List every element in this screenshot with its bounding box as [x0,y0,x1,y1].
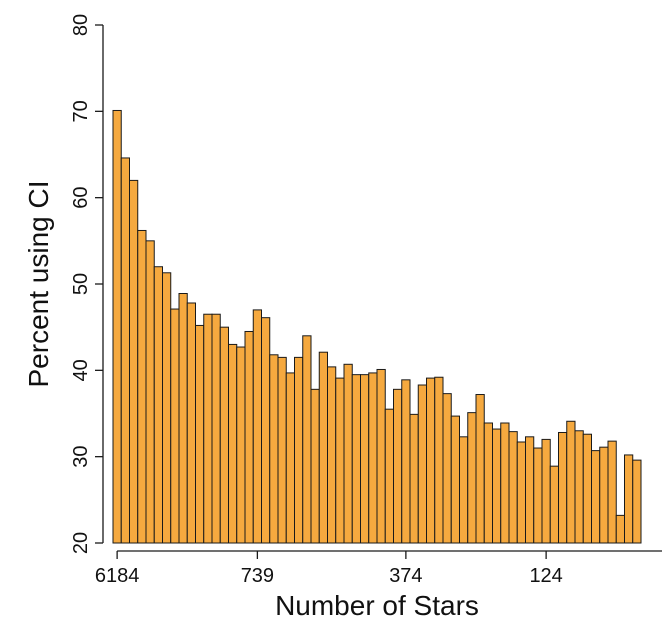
y-axis-label: Percent using CI [23,181,54,388]
bar [607,440,617,544]
bar [195,324,205,544]
bar [112,109,122,544]
y-tick-label: 20 [70,532,92,554]
bar [360,374,370,544]
bar [417,384,427,544]
bar [294,356,304,544]
bar [434,376,444,544]
y-tick-label: 50 [70,273,92,295]
bar [310,388,320,544]
bar [401,379,411,544]
x-axis-label: Number of Stars [275,590,479,621]
bar [591,450,601,544]
bar [426,377,436,544]
bar [409,413,419,544]
y-tick-label: 40 [70,359,92,381]
bar [261,317,271,544]
bar [492,428,502,544]
bar [615,514,625,544]
x-tick-label: 124 [529,565,562,587]
bar [558,431,568,544]
bar [302,335,312,544]
bar [525,436,535,544]
bar [178,293,188,544]
bar [186,302,196,544]
bars-group [112,109,642,544]
bar [335,377,345,544]
x-tick-label: 374 [389,565,422,587]
bar [162,272,172,544]
bar [500,422,510,544]
bar [277,356,287,544]
bar [351,374,361,544]
bar [236,346,246,544]
y-tick-label: 70 [70,100,92,122]
bar [153,266,163,544]
bar [137,229,147,544]
bar [483,422,493,544]
bar [393,388,403,544]
bar [376,368,386,544]
bar [219,326,229,544]
y-tick-label: 30 [70,446,92,468]
bar [327,366,337,544]
bar [574,430,584,544]
bar [566,420,576,544]
bar [442,393,452,544]
bar [211,313,221,544]
bar [170,308,180,544]
bar [285,372,295,544]
bar [599,446,609,544]
bar [269,354,279,544]
bar [384,408,394,544]
bar [475,394,485,544]
bar [450,415,460,544]
bar [203,313,213,544]
bar [120,157,130,544]
bar [368,372,378,544]
x-tick-label: 739 [241,565,274,587]
bar [624,454,634,544]
x-axis: 6184739374124108 [95,550,662,587]
bar [244,330,254,544]
y-tick-label: 80 [70,14,92,36]
bar [459,436,469,544]
bar [533,447,543,544]
bar [549,465,559,544]
bar [516,441,526,544]
bar [582,433,592,544]
bar [632,459,642,544]
bar [508,431,518,544]
bar [228,343,238,544]
bar [318,351,328,544]
y-axis: 20 30 40 50 60 70 80 [70,14,104,554]
y-tick-label: 60 [70,187,92,209]
bar [129,179,139,544]
x-tick-label: 6184 [95,565,140,587]
bar [252,309,262,544]
bar [343,363,353,544]
bar [467,412,477,544]
bar [541,438,551,544]
bar [145,240,155,544]
